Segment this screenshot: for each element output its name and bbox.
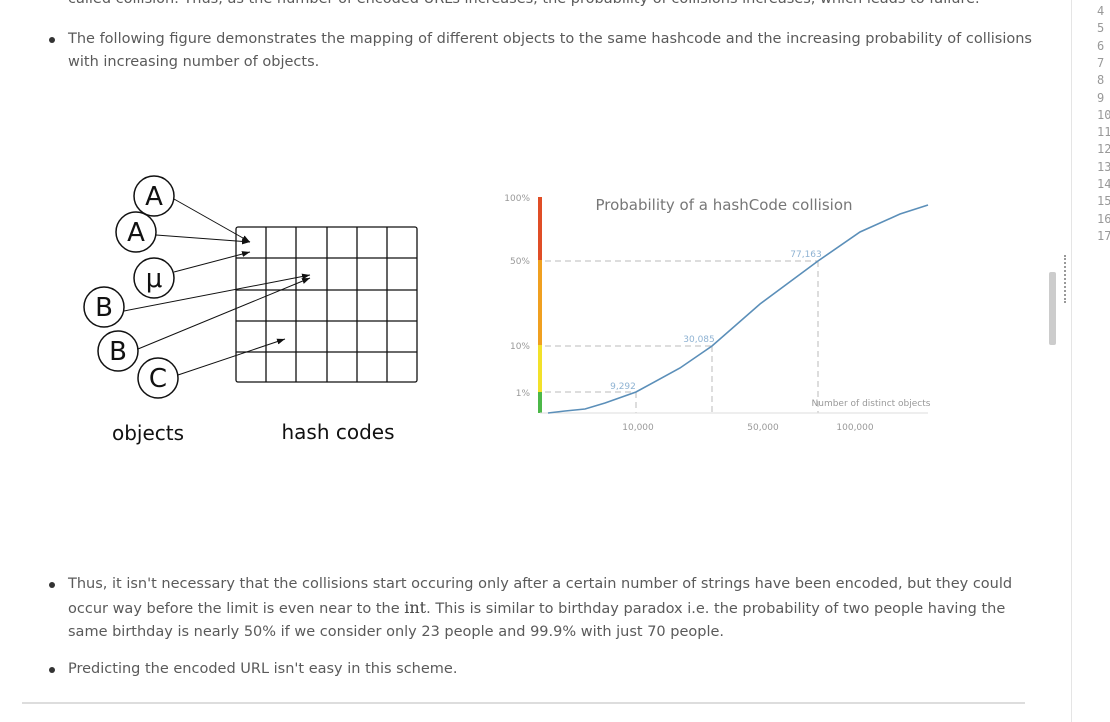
object-circle bbox=[133, 257, 175, 299]
line-number: 16 bbox=[1097, 211, 1110, 226]
line-number: 7 bbox=[1097, 55, 1105, 70]
arrows bbox=[123, 198, 311, 376]
object-label: μ bbox=[146, 264, 163, 294]
paragraph: The following figure demonstrates the ma… bbox=[68, 31, 1032, 70]
line-number: 5 bbox=[1097, 21, 1105, 36]
line-number: 4 bbox=[1097, 4, 1105, 18]
x-label: 50,000 bbox=[747, 423, 779, 433]
line-number: 17 bbox=[1097, 228, 1110, 243]
object-circle bbox=[97, 330, 139, 372]
object-label: A bbox=[127, 218, 145, 248]
annotation: 9,292 bbox=[610, 382, 636, 392]
inline-code: int bbox=[404, 598, 427, 617]
line-number: 14 bbox=[1097, 177, 1110, 191]
y-label: 100% bbox=[504, 194, 530, 204]
y-label: 10% bbox=[510, 342, 530, 352]
text: Thus, it isn't necessary that the collis… bbox=[68, 576, 1013, 617]
object-circle bbox=[83, 286, 125, 328]
hash-grid bbox=[235, 226, 418, 383]
line-number: 12 bbox=[1097, 142, 1110, 157]
chart-title: Probability of a hashCode collision bbox=[595, 196, 852, 214]
x-title: Number of distinct objects bbox=[812, 399, 931, 409]
object-label: A bbox=[145, 182, 163, 212]
line-number: 13 bbox=[1097, 159, 1110, 174]
pane-border bbox=[1071, 0, 1072, 722]
line-number: 10 bbox=[1097, 107, 1110, 122]
bullet bbox=[49, 37, 55, 43]
probability-chart: Probability of a hashCode collision 100% 5… bbox=[504, 194, 931, 433]
x-label: 100,000 bbox=[836, 423, 873, 433]
line-number: 11 bbox=[1097, 125, 1110, 140]
bullet bbox=[49, 667, 55, 673]
object-label: B bbox=[95, 293, 113, 323]
y-label: 50% bbox=[510, 257, 530, 267]
object-circle bbox=[137, 357, 179, 399]
object-label: C bbox=[149, 364, 167, 394]
resize-handle[interactable] bbox=[1064, 255, 1068, 303]
bullet bbox=[49, 582, 55, 588]
hash-label: hash codes bbox=[281, 420, 394, 444]
line-number: 8 bbox=[1097, 73, 1105, 88]
annotation: 30,085 bbox=[683, 335, 715, 345]
line-number: 6 bbox=[1097, 38, 1105, 53]
line-number: 15 bbox=[1097, 194, 1110, 209]
annotation: 77,163 bbox=[790, 250, 822, 260]
paragraph: called collision. Thus, as the number of… bbox=[68, 0, 1033, 11]
object-circle bbox=[115, 211, 157, 253]
objects-label: objects bbox=[112, 421, 184, 445]
text: . This is similar to birthday paradox i.… bbox=[68, 601, 1006, 640]
paragraph: Predicting the encoded URL isn't easy in… bbox=[68, 661, 458, 677]
scrollbar[interactable] bbox=[1049, 272, 1056, 345]
object-circle bbox=[133, 175, 175, 217]
x-label: 10,000 bbox=[622, 423, 654, 433]
object-label: B bbox=[109, 337, 127, 367]
y-label: 1% bbox=[516, 389, 531, 399]
line-number: 9 bbox=[1097, 90, 1105, 105]
divider bbox=[22, 702, 1025, 704]
paragraph: Thus, it isn't necessary that the collis… bbox=[68, 573, 1033, 644]
